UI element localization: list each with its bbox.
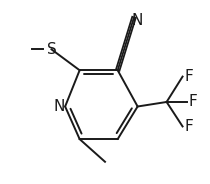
Text: N: N bbox=[53, 99, 64, 114]
Text: F: F bbox=[185, 69, 193, 84]
Text: N: N bbox=[131, 13, 142, 28]
Text: F: F bbox=[189, 94, 197, 109]
Text: S: S bbox=[47, 42, 56, 57]
Text: F: F bbox=[185, 119, 193, 134]
